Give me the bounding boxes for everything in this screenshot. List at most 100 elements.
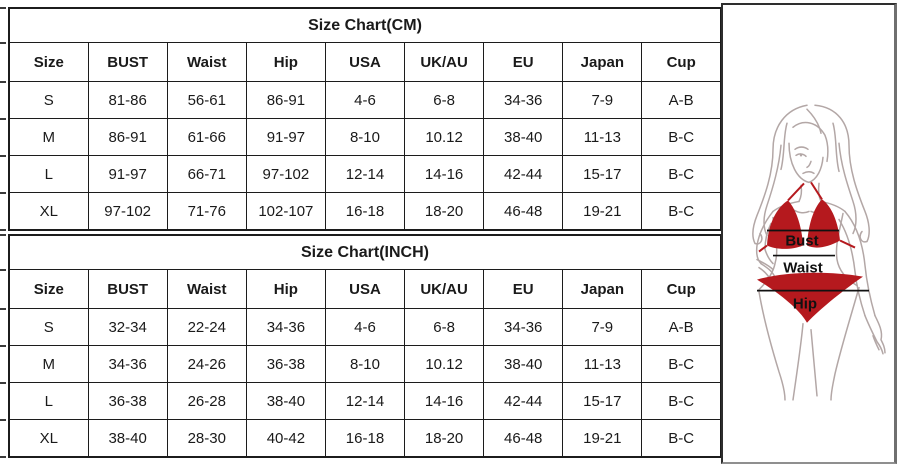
data-cell: A-B — [641, 81, 722, 119]
data-cell: 11-13 — [562, 118, 643, 156]
measurement-lines — [757, 229, 869, 292]
data-cell: B-C — [641, 382, 722, 420]
data-cell: 16-18 — [324, 192, 406, 231]
bikini-top-right-cup — [807, 199, 840, 248]
data-cell: B-C — [641, 419, 722, 458]
data-cell: 36-38 — [87, 382, 168, 420]
column-header: BUST — [87, 42, 168, 82]
gridline-overflow-tick — [0, 229, 6, 231]
data-cell: 12-14 — [324, 382, 406, 420]
gridline-overflow-tick — [0, 344, 6, 347]
data-cell: 19-21 — [562, 419, 643, 458]
waist-label: Waist — [783, 260, 822, 277]
data-cell: 7-9 — [562, 81, 643, 119]
data-cell: 38-40 — [245, 382, 326, 420]
gridline-overflow-tick — [0, 418, 6, 421]
column-header: BUST — [87, 269, 168, 309]
right-arm-line-art — [838, 210, 886, 355]
data-cell: 34-36 — [245, 308, 326, 346]
hair-outline — [752, 104, 870, 245]
size-cell: XL — [8, 192, 89, 231]
column-header: Cup — [641, 42, 722, 82]
size-chart-cm-table: Size Chart(CM) Size BUST Waist Hip USA UK/AU EU… — [8, 7, 722, 231]
data-cell: 61-66 — [166, 118, 247, 156]
data-cell: 81-86 — [87, 81, 168, 119]
column-header: Size — [8, 269, 89, 309]
bikini — [757, 199, 863, 323]
data-cell: 11-13 — [562, 345, 643, 383]
column-header: Hip — [245, 42, 326, 82]
data-cell: 22-24 — [166, 308, 247, 346]
face-line-art — [788, 142, 824, 184]
data-cell: 66-71 — [166, 155, 247, 193]
data-cell: B-C — [641, 118, 722, 156]
measurement-labels: Bust Waist Hip — [783, 233, 822, 313]
data-cell: 38-40 — [87, 419, 168, 458]
bust-label: Bust — [785, 233, 818, 250]
data-cell: 34-36 — [483, 308, 564, 346]
table-row: M 34-36 24-26 36-38 8-10 10.12 38-40 11-13 B-C — [8, 345, 722, 383]
size-cell: XL — [8, 419, 89, 458]
figure-line-art — [752, 104, 886, 401]
column-header: EU — [483, 269, 564, 309]
data-cell: 14-16 — [404, 155, 485, 193]
column-header: Size — [8, 42, 89, 82]
column-header: Japan — [562, 42, 643, 82]
gridline-overflow-tick — [0, 268, 6, 271]
column-header: UK/AU — [404, 42, 485, 82]
gridline-overflow-tick — [0, 456, 6, 458]
table-row: L 36-38 26-28 38-40 12-14 14-16 42-44 15-17 B-C — [8, 382, 722, 420]
data-cell: A-B — [641, 308, 722, 346]
column-header: Cup — [641, 269, 722, 309]
table-row: XL 38-40 28-30 40-42 16-18 18-20 46-48 19-21 B-C — [8, 419, 722, 458]
data-cell: 7-9 — [562, 308, 643, 346]
data-cell: 26-28 — [166, 382, 247, 420]
column-header: Hip — [245, 269, 326, 309]
table-title: Size Chart(CM) — [8, 7, 722, 43]
data-cell: 6-8 — [404, 308, 485, 346]
data-cell: 4-6 — [324, 81, 406, 119]
data-cell: 91-97 — [87, 155, 168, 193]
column-header: Japan — [562, 269, 643, 309]
data-cell: 19-21 — [562, 192, 643, 231]
data-cell: 46-48 — [483, 192, 564, 231]
data-cell: B-C — [641, 192, 722, 231]
size-chart-inch-table: Size Chart(INCH) Size BUST Waist Hip USA UK/AU… — [8, 234, 722, 458]
data-cell: 102-107 — [245, 192, 326, 231]
data-cell: 86-91 — [87, 118, 168, 156]
table-title-row: Size Chart(INCH) — [8, 234, 722, 270]
gridline-overflow-tick — [0, 234, 6, 236]
table-title: Size Chart(INCH) — [8, 234, 722, 270]
data-cell: 15-17 — [562, 155, 643, 193]
column-header: UK/AU — [404, 269, 485, 309]
data-cell: 4-6 — [324, 308, 406, 346]
data-cell: 91-97 — [245, 118, 326, 156]
data-cell: 15-17 — [562, 382, 643, 420]
gridline-overflow-tick — [0, 381, 6, 384]
size-cell: L — [8, 155, 89, 193]
data-cell: 97-102 — [245, 155, 326, 193]
size-cell: M — [8, 118, 89, 156]
data-cell: 56-61 — [166, 81, 247, 119]
data-cell: 40-42 — [245, 419, 326, 458]
table-header-row: Size BUST Waist Hip USA UK/AU EU Japan Cup — [8, 42, 722, 82]
data-cell: 28-30 — [166, 419, 247, 458]
gridline-overflow-tick — [0, 307, 6, 310]
table-row: S 32-34 22-24 34-36 4-6 6-8 34-36 7-9 A-B — [8, 308, 722, 346]
data-cell: 36-38 — [245, 345, 326, 383]
data-cell: B-C — [641, 155, 722, 193]
data-cell: 12-14 — [324, 155, 406, 193]
data-cell: 34-36 — [87, 345, 168, 383]
bikini-straps — [758, 181, 856, 253]
column-header: USA — [324, 42, 406, 82]
size-cell: M — [8, 345, 89, 383]
column-header: Waist — [166, 269, 247, 309]
data-cell: 86-91 — [245, 81, 326, 119]
table-header-row: Size BUST Waist Hip USA UK/AU EU Japan Cup — [8, 269, 722, 309]
table-row: XL 97-102 71-76 102-107 16-18 18-20 46-48 19-21… — [8, 192, 722, 231]
data-cell: 46-48 — [483, 419, 564, 458]
data-cell: 97-102 — [87, 192, 168, 231]
data-cell: 42-44 — [483, 382, 564, 420]
data-cell: 38-40 — [483, 345, 564, 383]
